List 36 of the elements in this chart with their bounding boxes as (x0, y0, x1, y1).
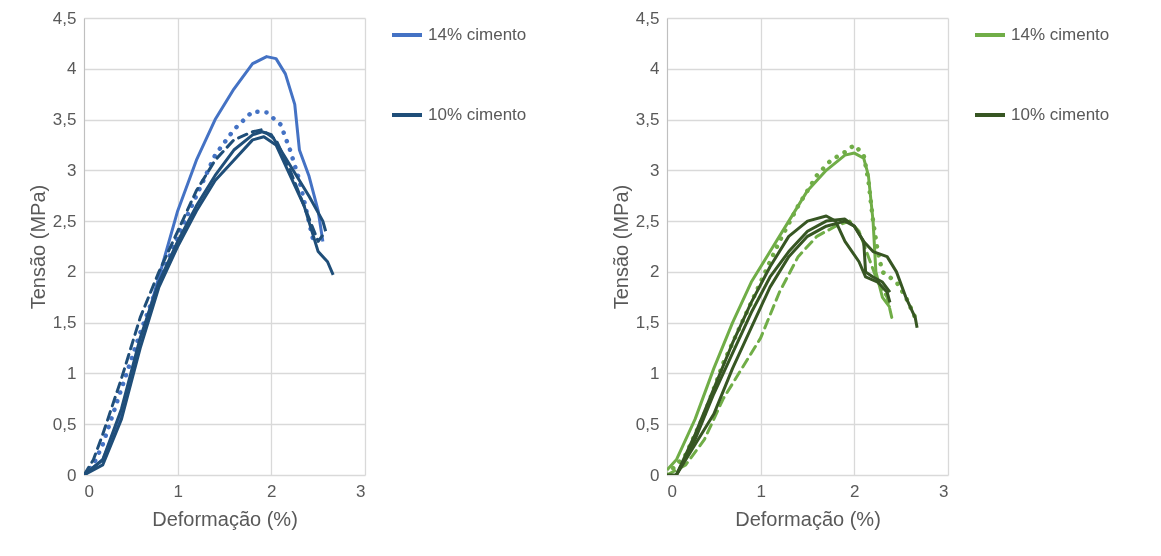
legend-label: 10% cimento (428, 105, 527, 124)
x-tick-label: 0 (84, 481, 94, 501)
x-tick-label: 2 (850, 481, 860, 501)
y-tick-label: 0,5 (52, 414, 77, 434)
y-tick-label: 3,5 (52, 110, 77, 130)
x-tick-label: 1 (756, 481, 766, 501)
y-tick-label: 2,5 (52, 211, 77, 231)
x-axis-title: Deformação (%) (735, 507, 881, 530)
y-tick-label: 4,5 (635, 8, 660, 28)
legend-label: 14% cimento (428, 25, 527, 44)
y-tick-label: 1 (650, 363, 660, 383)
x-tick-label: 3 (356, 481, 366, 501)
y-tick-label: 4 (67, 59, 77, 79)
y-tick-label: 1 (67, 363, 77, 383)
x-tick-label: 3 (939, 481, 949, 501)
y-tick-label: 1,5 (52, 313, 77, 333)
x-axis-title: Deformação (%) (152, 507, 298, 530)
y-tick-label: 4 (650, 59, 660, 79)
y-tick-label: 3 (650, 160, 660, 180)
y-axis-title: Tensão (MPa) (26, 184, 49, 310)
y-tick-label: 0,5 (635, 414, 660, 434)
y-tick-label: 2,5 (635, 211, 660, 231)
x-tick-label: 2 (267, 481, 277, 501)
y-tick-label: 2 (67, 262, 77, 282)
y-tick-label: 3,5 (635, 110, 660, 130)
y-tick-label: 0 (650, 465, 660, 485)
y-tick-label: 3 (67, 160, 77, 180)
y-tick-label: 0 (67, 465, 77, 485)
legend-label: 14% cimento (1011, 25, 1110, 44)
y-tick-label: 4,5 (52, 8, 77, 28)
y-tick-label: 1,5 (635, 313, 660, 333)
y-tick-label: 2 (650, 262, 660, 282)
x-tick-label: 0 (667, 481, 677, 501)
legend-label: 10% cimento (1011, 105, 1110, 124)
x-tick-label: 1 (173, 481, 183, 501)
y-axis-title: Tensão (MPa) (609, 184, 632, 310)
